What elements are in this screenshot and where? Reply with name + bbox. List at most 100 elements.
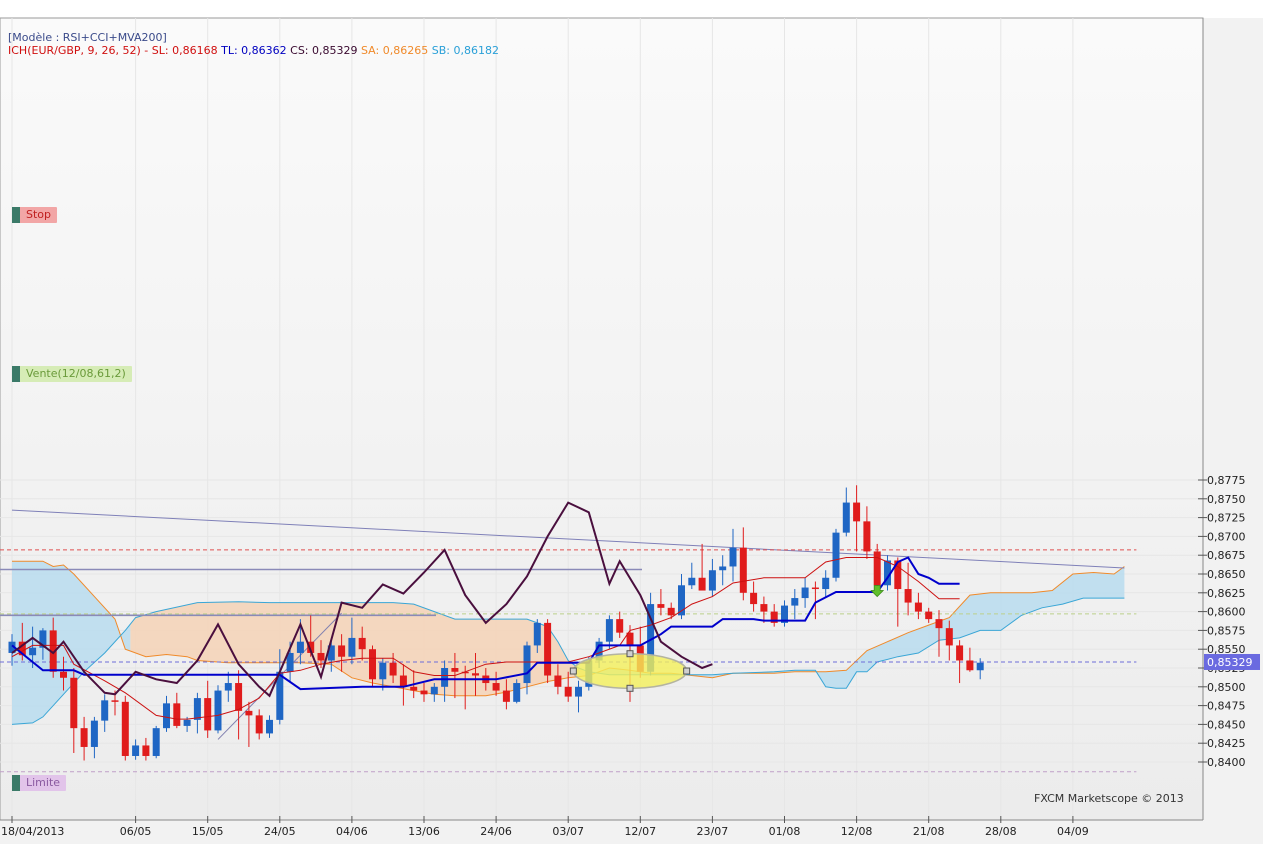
candle-bearish[interactable] [60,656,67,691]
candle-bullish[interactable] [327,640,335,672]
cs-label: CS: 0,85329 [290,44,358,57]
candle-bearish[interactable] [472,652,479,696]
candle-bullish[interactable] [781,600,788,627]
ellipse-handle[interactable] [626,684,634,692]
candle-bearish[interactable] [904,562,912,616]
candle-bearish[interactable] [935,610,943,657]
candle-bearish[interactable] [204,680,212,738]
candle-bearish[interactable] [461,665,469,710]
candle-bearish[interactable] [750,581,758,612]
candle-bullish[interactable] [101,694,109,732]
candle-bullish[interactable] [719,555,727,586]
candle-body [327,645,335,661]
candle-bearish[interactable] [235,670,243,740]
candle-bullish[interactable] [729,528,737,582]
candle-bearish[interactable] [873,543,881,590]
candle-bullish[interactable] [533,619,541,653]
candle-bullish[interactable] [276,649,284,725]
candle-bullish[interactable] [132,739,140,760]
limit-order-tag[interactable]: Limite [12,775,67,791]
candle-bearish[interactable] [121,695,129,761]
candle-bullish[interactable] [523,641,531,695]
candle-bullish[interactable] [842,487,850,537]
candle-bullish[interactable] [193,692,201,734]
candle-bearish[interactable] [657,589,665,616]
candle-bullish[interactable] [605,615,613,650]
candle-bullish[interactable] [708,558,716,597]
candle-bearish[interactable] [564,671,572,702]
x-tick-label: 04/09 [1057,825,1089,838]
candle-bearish[interactable] [369,645,376,687]
candle-body [317,652,325,661]
sell-order-tag[interactable]: Vente(12/08,61,2) [12,366,132,382]
candle-body [502,690,510,702]
candle-body [678,585,685,616]
candle-bearish[interactable] [554,664,562,695]
sb-label: SB: 0,86182 [431,44,499,57]
candle-bearish[interactable] [945,620,953,661]
candle-bullish[interactable] [224,671,232,702]
candle-bearish[interactable] [173,692,181,729]
candle-bearish[interactable] [894,557,902,627]
candle-bullish[interactable] [266,715,273,738]
candle-bearish[interactable] [739,527,747,601]
candle-bearish[interactable] [853,485,861,552]
candle-bearish[interactable] [863,506,871,559]
stop-order-tag[interactable]: Stop [12,207,58,223]
candle-bearish[interactable] [760,596,768,623]
candle-bearish[interactable] [80,716,88,761]
candle-bullish[interactable] [39,628,47,660]
ellipse-handle[interactable] [569,667,577,675]
candle-bullish[interactable] [441,660,449,702]
candle-bearish[interactable] [811,581,819,620]
candle-bullish[interactable] [832,528,840,582]
highlight-ellipse[interactable] [572,652,688,690]
candle-bullish[interactable] [884,555,891,591]
ellipse-handle[interactable] [683,667,691,675]
candle-bearish[interactable] [698,543,706,591]
candle-bearish[interactable] [925,607,933,623]
stop-tag-label: Stop [26,208,52,221]
ellipse-handle[interactable] [626,650,634,658]
candle-bullish[interactable] [8,634,16,666]
candle-bearish[interactable] [616,611,624,638]
candle-bearish[interactable] [544,619,552,684]
candle-bullish[interactable] [152,725,160,759]
candle-bearish[interactable] [317,640,325,668]
candle-bullish[interactable] [822,570,830,597]
candle-bearish[interactable] [399,664,407,706]
candle-bearish[interactable] [770,604,778,627]
candle-bullish[interactable] [688,562,696,590]
y-tick-label: 0,8725 [1207,512,1246,525]
candle-bullish[interactable] [348,617,356,665]
candle-bearish[interactable] [667,602,675,620]
candle-bullish[interactable] [976,658,984,680]
candle-bearish[interactable] [255,709,263,740]
candle-bearish[interactable] [966,647,974,672]
candle-bearish[interactable] [358,626,366,661]
candle-bearish[interactable] [338,634,346,672]
candle-bearish[interactable] [49,617,57,678]
candle-bullish[interactable] [678,574,685,620]
x-tick-label: 21/08 [913,825,945,838]
candle-bearish[interactable] [914,592,922,620]
candle-bearish[interactable] [420,683,428,702]
candle-bullish[interactable] [801,577,809,608]
candle-bearish[interactable] [502,679,510,710]
candle-bearish[interactable] [492,671,500,696]
candle-bearish[interactable] [245,701,253,747]
candle-bullish[interactable] [163,695,170,732]
candle-bearish[interactable] [142,737,150,761]
candle-bullish[interactable] [513,679,521,704]
candle-bullish[interactable] [214,685,222,734]
candle-bearish[interactable] [956,640,964,684]
candle-bullish[interactable] [430,683,438,702]
candle-bullish[interactable] [575,680,582,713]
candle-bullish[interactable] [90,716,98,759]
candle-bearish[interactable] [70,668,78,753]
trendline[interactable] [11,509,1125,569]
candle-bullish[interactable] [791,589,799,620]
candle-bullish[interactable] [379,658,387,691]
